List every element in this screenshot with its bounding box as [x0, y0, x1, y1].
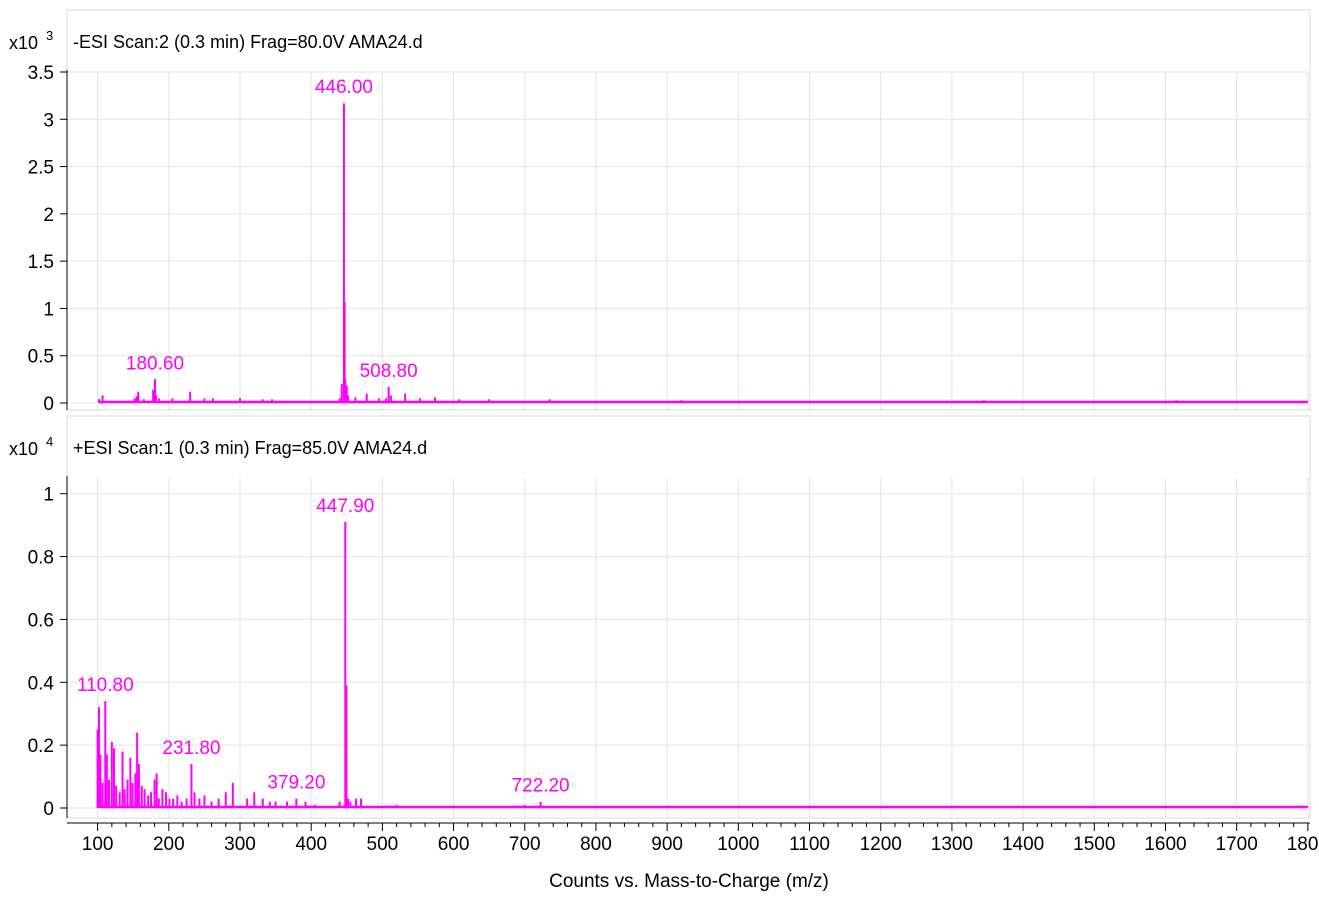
y-tick-label: 0.2 — [28, 736, 54, 757]
peak-label: 508.80 — [360, 361, 418, 382]
x-axis-title: Counts vs. Mass-to-Charge (m/z) — [549, 871, 829, 892]
x-tick-label: 1600 — [1144, 834, 1186, 855]
x-tick-label: 800 — [580, 834, 612, 855]
x-tick-label: 300 — [224, 834, 256, 855]
x-tick-label: 900 — [651, 834, 683, 855]
x-tick-label: 1700 — [1216, 834, 1258, 855]
x-tick-label: 1500 — [1073, 834, 1115, 855]
y-tick-label: 1 — [43, 299, 54, 320]
y-tick-label: 0 — [43, 394, 54, 415]
x-tick-label: 100 — [82, 834, 114, 855]
peak-label: 110.80 — [77, 675, 134, 696]
peak-label: 180.60 — [126, 353, 184, 374]
y-tick-label: 0.5 — [28, 347, 54, 368]
peak-label: 722.20 — [512, 776, 570, 797]
y-tick-label: 3.5 — [28, 63, 54, 84]
panel-frame — [67, 416, 1310, 818]
x-tick-label: 1000 — [717, 834, 759, 855]
y-tick-label: 3 — [43, 110, 54, 131]
y-tick-label: 2.5 — [28, 158, 54, 179]
y-tick-label: 1 — [43, 485, 54, 506]
y-exponent-power: 3 — [46, 28, 53, 43]
y-tick-label: 0.8 — [28, 548, 54, 569]
panel-title: -ESI Scan:2 (0.3 min) Frag=80.0V AMA24.d — [73, 32, 423, 52]
y-tick-label: 1.5 — [28, 252, 54, 273]
x-tick-label: 1200 — [860, 834, 902, 855]
peak-label: 446.00 — [315, 77, 373, 98]
x-tick-label: 1100 — [789, 834, 830, 855]
y-exponent-power: 4 — [46, 434, 53, 449]
y-tick-label: 2 — [43, 205, 54, 226]
peak-label: 379.20 — [267, 773, 325, 794]
peak-label: 447.90 — [316, 496, 374, 517]
x-tick-label: 600 — [438, 834, 470, 855]
y-tick-label: 0.4 — [28, 673, 55, 694]
x-tick-label: 200 — [153, 834, 185, 855]
x-tick-label: 400 — [295, 834, 327, 855]
spectrum-panel-1: 0 0.5 1 1.5 2 2.5 3 3.5 x10 3 -ESI Scan:2 (0.3 min… — [9, 10, 1310, 415]
x-tick-label: 500 — [367, 834, 399, 855]
x-tick-label: 1800 — [1287, 834, 1319, 855]
y-tick-label: 0 — [43, 799, 54, 820]
panel-frame — [67, 10, 1310, 410]
x-tick-label: 1300 — [931, 834, 973, 855]
x-tick-label: 1400 — [1002, 834, 1044, 855]
peak-label: 231.80 — [162, 738, 220, 759]
panel-title: +ESI Scan:1 (0.3 min) Frag=85.0V AMA24.d — [73, 438, 427, 458]
y-exponent-label: x10 — [9, 33, 38, 53]
y-exponent-label: x10 — [9, 439, 38, 459]
spectrum-panel-2: 0 0.2 0.4 0.6 0.8 1 x10 4 +ESI Scan:1 (0.3 min) … — [9, 416, 1310, 820]
y-tick-label: 0.6 — [28, 610, 54, 631]
x-tick-label: 700 — [509, 834, 541, 855]
